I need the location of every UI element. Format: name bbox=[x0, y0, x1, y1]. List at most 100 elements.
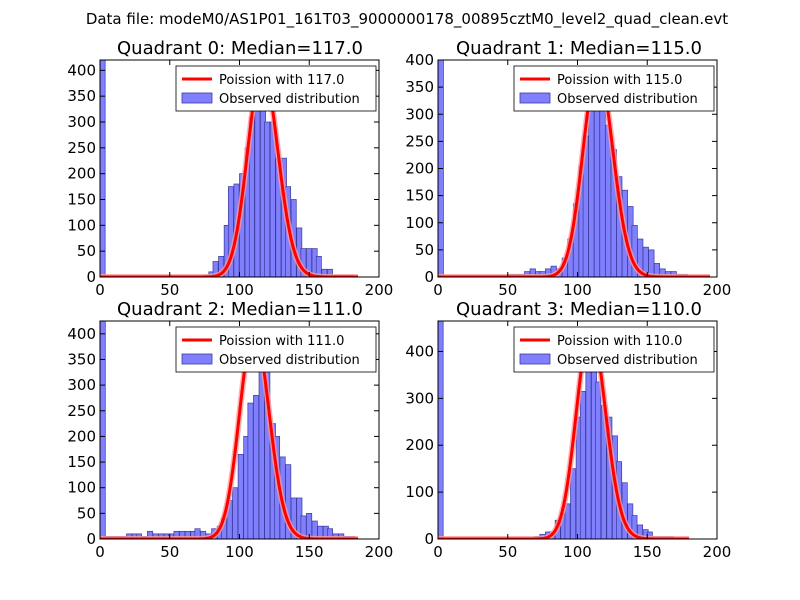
y-tick-label: 50 bbox=[77, 504, 96, 522]
y-tick-label: 150 bbox=[405, 187, 434, 205]
hist-bar bbox=[579, 390, 586, 539]
legend-line-label: Poission with 111.0 bbox=[219, 334, 344, 349]
hist-bar bbox=[588, 105, 595, 277]
legend: Poission with 117.0 Observed distribution bbox=[175, 65, 377, 112]
panel-quadrant-3: Quadrant 3: Median=110.0 0 50 100 150 200 0 10… bbox=[405, 299, 731, 561]
y-tick-label: 100 bbox=[67, 216, 96, 234]
y-tick-label: 0 bbox=[424, 268, 434, 286]
panel-quadrant-0: Quadrant 0: Median=117.0 0 50 100 150 200 0 50… bbox=[67, 38, 393, 299]
y-tick-label: 350 bbox=[67, 350, 96, 368]
hist-bar bbox=[595, 381, 602, 539]
hist-bar bbox=[254, 103, 261, 277]
y-tick-label: 150 bbox=[67, 453, 96, 471]
hist-bar bbox=[237, 454, 244, 539]
panel-quadrant-1: Quadrant 1: Median=115.0 0 50 100 150 200 0 50… bbox=[405, 38, 731, 299]
x-tick-label: 50 bbox=[498, 281, 517, 299]
hist-bar bbox=[315, 255, 322, 277]
y-tick-label: 400 bbox=[67, 325, 96, 343]
x-tick-label: 150 bbox=[295, 543, 324, 561]
legend-line-label: Poission with 110.0 bbox=[557, 334, 682, 349]
y-tick-label: 0 bbox=[86, 530, 96, 548]
legend-box bbox=[175, 326, 377, 373]
figure-title: Data file: modeM0/AS1P01_161T03_90000001… bbox=[86, 10, 728, 29]
y-tick-label: 300 bbox=[67, 113, 96, 131]
hist-bar bbox=[593, 92, 601, 277]
hist-bar bbox=[438, 321, 444, 539]
legend-hist-swatch bbox=[181, 92, 213, 104]
y-tick-label: 0 bbox=[86, 268, 96, 286]
x-tick-label: 100 bbox=[563, 543, 592, 561]
x-tick-label: 200 bbox=[365, 281, 394, 299]
legend-box bbox=[175, 65, 377, 112]
legend-line-label: Poission with 117.0 bbox=[219, 73, 344, 88]
hist-bar bbox=[599, 108, 606, 277]
legend-line-label: Poission with 115.0 bbox=[557, 73, 682, 88]
x-tick-label: 200 bbox=[365, 543, 394, 561]
x-tick-label: 0 bbox=[95, 543, 105, 561]
x-tick-label: 50 bbox=[160, 543, 179, 561]
y-tick-label: 400 bbox=[405, 342, 434, 360]
y-tick-label: 400 bbox=[405, 51, 434, 69]
x-tick-label: 100 bbox=[225, 543, 254, 561]
hist-bar bbox=[247, 402, 254, 539]
hist-bar bbox=[212, 261, 219, 277]
y-tick-label: 350 bbox=[67, 87, 96, 105]
legend-hist-label: Observed distribution bbox=[219, 353, 360, 368]
y-tick-label: 300 bbox=[67, 376, 96, 394]
legend: Poission with 110.0 Observed distribution bbox=[513, 326, 715, 373]
x-tick-label: 200 bbox=[703, 281, 732, 299]
y-tick-label: 200 bbox=[67, 427, 96, 445]
y-tick-label: 50 bbox=[415, 241, 434, 259]
panel-title: Quadrant 0: Median=117.0 bbox=[117, 38, 363, 59]
legend-hist-label: Observed distribution bbox=[557, 92, 698, 107]
hist-bar bbox=[648, 249, 655, 277]
hist-bar bbox=[100, 60, 106, 277]
y-tick-label: 0 bbox=[424, 530, 434, 548]
y-tick-label: 200 bbox=[67, 165, 96, 183]
panel-title: Quadrant 1: Median=115.0 bbox=[456, 38, 702, 59]
y-tick-label: 250 bbox=[405, 132, 434, 150]
x-tick-label: 150 bbox=[295, 281, 324, 299]
x-tick-label: 150 bbox=[633, 281, 662, 299]
hist-bar bbox=[264, 121, 271, 277]
y-tick-label: 250 bbox=[67, 402, 96, 420]
hist-bar bbox=[327, 268, 333, 277]
y-tick-label: 350 bbox=[405, 78, 434, 96]
x-tick-label: 0 bbox=[433, 543, 443, 561]
legend-hist-swatch bbox=[181, 353, 213, 365]
hist-bar bbox=[100, 321, 106, 539]
x-tick-label: 150 bbox=[633, 543, 662, 561]
x-tick-label: 50 bbox=[160, 281, 179, 299]
y-tick-label: 300 bbox=[405, 389, 434, 407]
x-tick-label: 100 bbox=[225, 281, 254, 299]
x-tick-label: 50 bbox=[498, 543, 517, 561]
panel-title: Quadrant 3: Median=110.0 bbox=[456, 299, 702, 320]
legend-hist-swatch bbox=[519, 353, 551, 365]
y-tick-label: 300 bbox=[405, 105, 434, 123]
y-tick-label: 200 bbox=[405, 436, 434, 454]
hist-bar bbox=[570, 468, 577, 539]
legend-box bbox=[513, 326, 715, 373]
x-tick-label: 0 bbox=[95, 281, 105, 299]
y-tick-label: 400 bbox=[67, 61, 96, 79]
legend: Poission with 115.0 Observed distribution bbox=[513, 65, 715, 112]
legend-hist-swatch bbox=[519, 92, 551, 104]
panel-title: Quadrant 2: Median=111.0 bbox=[117, 299, 363, 320]
x-tick-label: 100 bbox=[563, 281, 592, 299]
legend-hist-label: Observed distribution bbox=[557, 353, 698, 368]
hist-bar bbox=[321, 268, 328, 277]
plot-area bbox=[100, 60, 360, 277]
hist-bar bbox=[637, 524, 643, 539]
hist-bar bbox=[253, 395, 260, 539]
y-tick-label: 100 bbox=[405, 214, 434, 232]
hist-bar bbox=[585, 360, 592, 539]
legend-box bbox=[513, 65, 715, 112]
y-tick-label: 100 bbox=[405, 483, 434, 501]
hist-bar bbox=[232, 487, 239, 539]
x-tick-label: 200 bbox=[703, 543, 732, 561]
legend: Poission with 111.0 Observed distribution bbox=[175, 326, 377, 373]
y-tick-label: 250 bbox=[67, 139, 96, 157]
hist-bar bbox=[631, 515, 638, 539]
legend-hist-label: Observed distribution bbox=[219, 92, 360, 107]
